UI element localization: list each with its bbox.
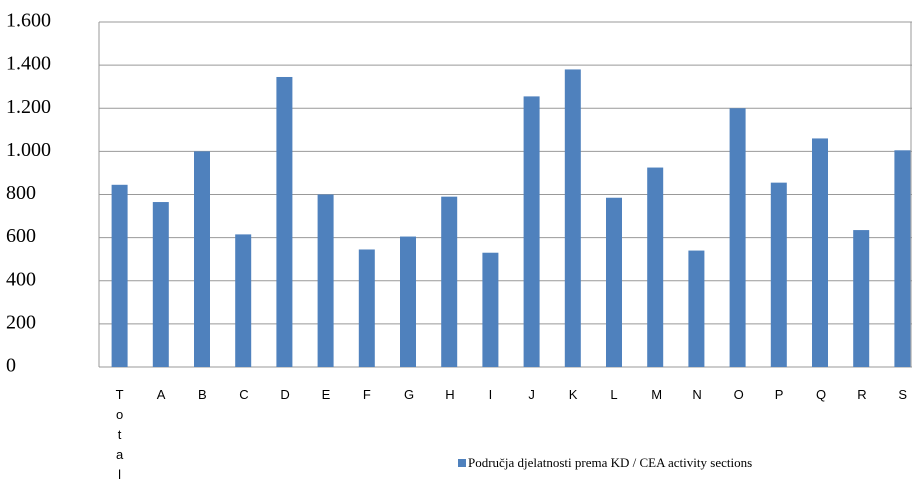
bar: [812, 138, 828, 367]
legend-label: Područja djelatnosti prema KD / CEA acti…: [468, 455, 752, 470]
bar: [770, 182, 787, 367]
y-tick-label: 1.600: [6, 10, 51, 32]
y-tick-label: 800: [6, 182, 36, 204]
x-tick-label: S: [898, 387, 908, 402]
y-tick-label: 1.200: [6, 96, 51, 118]
bar: [111, 184, 128, 367]
x-tick-label: A: [156, 387, 166, 402]
bar: [194, 151, 210, 367]
x-tick-label: Total: [115, 387, 124, 482]
x-tick-label: O: [733, 387, 744, 402]
bar: [688, 250, 705, 367]
x-tick-label: H: [445, 387, 455, 402]
x-tick-label: E: [321, 387, 331, 402]
x-tick-label: Q: [816, 387, 827, 402]
y-tick-label: 1.400: [6, 53, 51, 75]
bar: [276, 76, 293, 367]
bar: [606, 197, 622, 367]
x-tick-label: L: [610, 387, 618, 402]
y-tick-label: 400: [6, 268, 36, 290]
bar: [358, 249, 375, 367]
bar: [235, 234, 252, 367]
x-tick-label: C: [239, 387, 249, 402]
legend-swatch: [458, 459, 466, 467]
bar: [564, 69, 581, 367]
bar: [523, 96, 540, 367]
bar: [853, 230, 870, 367]
bar: [441, 196, 458, 367]
bar: [482, 252, 499, 367]
bar: [729, 108, 746, 367]
bar: [894, 150, 911, 367]
x-tick-label: P: [774, 387, 784, 402]
x-tick-label: K: [568, 387, 578, 402]
x-tick-label: D: [280, 387, 290, 402]
bar: [400, 236, 416, 367]
x-tick-label: I: [488, 387, 493, 402]
x-tick-label: F: [362, 387, 371, 402]
bar: [647, 167, 664, 367]
x-tick-label: B: [198, 387, 207, 402]
bar: [152, 202, 169, 367]
y-tick-label: 0: [6, 355, 16, 377]
y-tick-label: 600: [6, 225, 36, 247]
x-tick-label: R: [857, 387, 867, 402]
x-tick-label: G: [404, 387, 415, 402]
y-tick-label: 1.000: [6, 139, 51, 161]
bar: [317, 194, 334, 367]
x-tick-label: N: [692, 387, 702, 402]
y-tick-label: 200: [6, 311, 36, 333]
x-tick-label: M: [651, 387, 663, 402]
x-tick-label: J: [528, 387, 535, 402]
